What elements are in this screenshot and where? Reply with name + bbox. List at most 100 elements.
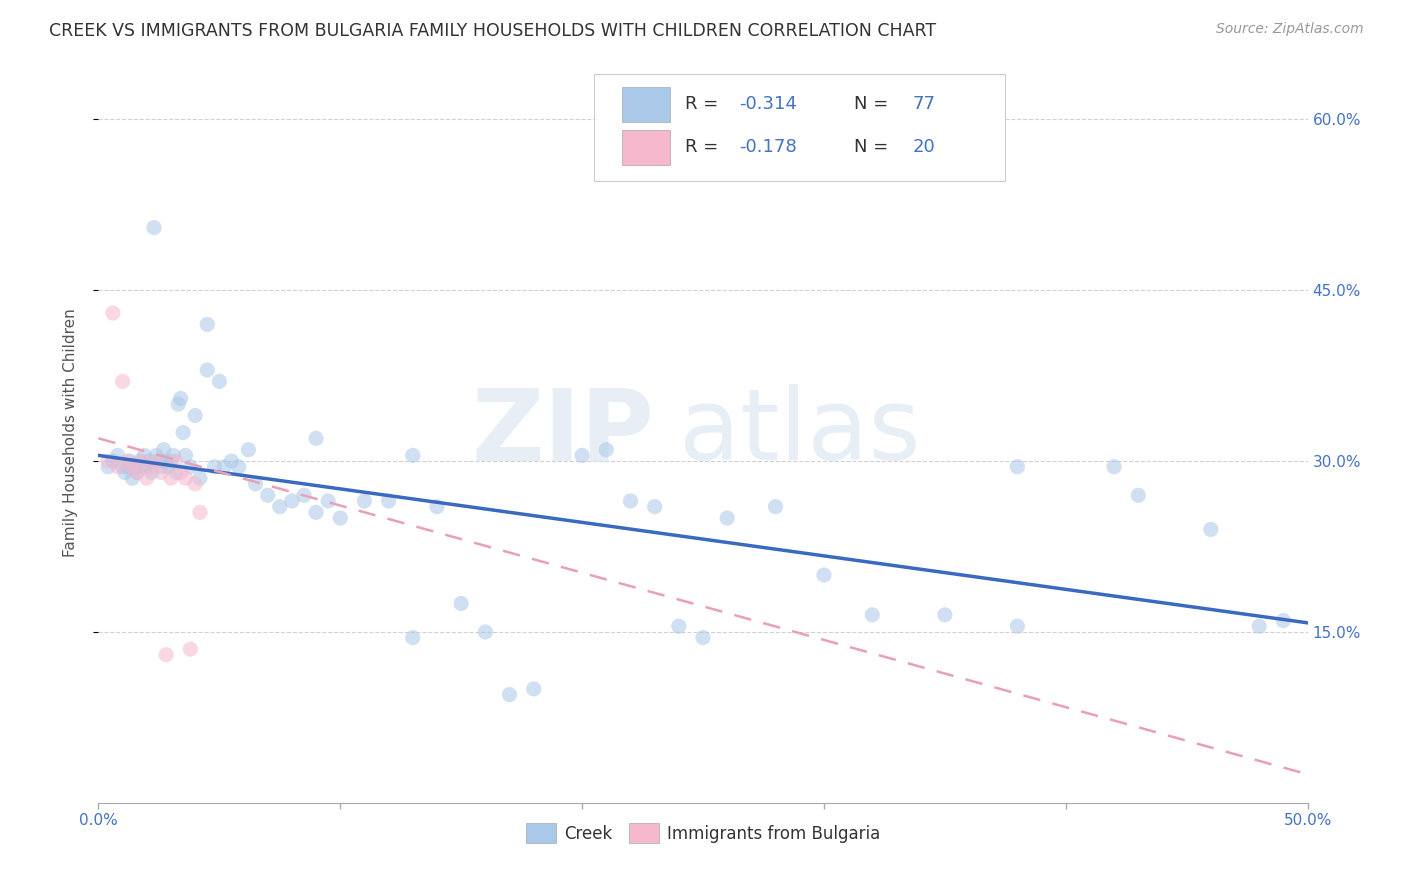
Point (523, 681, 546, 696)
Point (162, 449, 184, 463)
Text: -0.178: -0.178 (740, 138, 797, 156)
FancyBboxPatch shape (621, 129, 671, 165)
Point (329, 511, 352, 525)
Point (111, 375, 134, 389)
Point (150, 466, 173, 480)
Point (155, 454, 177, 468)
Point (281, 494, 304, 508)
Point (179, 642, 201, 657)
Legend: Creek, Immigrants from Bulgaria: Creek, Immigrants from Bulgaria (519, 816, 887, 850)
Point (118, 454, 141, 468)
Point (212, 459, 235, 474)
Point (101, 454, 124, 468)
Point (167, 397, 190, 411)
Text: R =: R = (685, 138, 718, 156)
Point (1199, 523, 1222, 537)
Point (1007, 619, 1029, 633)
Point (131, 459, 153, 474)
Point (107, 449, 129, 463)
Point (402, 631, 425, 645)
Point (124, 459, 146, 474)
Point (179, 459, 201, 474)
Point (145, 454, 167, 468)
Point (228, 459, 250, 474)
Point (101, 306, 124, 320)
Point (141, 466, 163, 480)
Point (353, 494, 375, 508)
Point (107, 459, 129, 474)
Point (134, 449, 156, 463)
Text: 20: 20 (912, 138, 935, 156)
Point (117, 459, 139, 474)
Point (1128, 488, 1150, 502)
Point (128, 454, 150, 468)
Point (571, 449, 593, 463)
Point (97, 459, 120, 474)
Point (195, 318, 218, 332)
Point (145, 449, 167, 463)
Point (204, 459, 226, 474)
Point (450, 597, 472, 611)
Point (644, 500, 666, 514)
Point (150, 459, 173, 474)
Point (692, 631, 714, 645)
FancyBboxPatch shape (595, 73, 1005, 181)
Text: N =: N = (855, 138, 889, 156)
Point (934, 607, 956, 622)
Point (1007, 459, 1029, 474)
Point (195, 363, 218, 377)
Point (765, 500, 787, 514)
Point (121, 459, 143, 474)
Point (174, 449, 197, 463)
Point (238, 442, 260, 457)
Point (131, 454, 153, 468)
Point (138, 454, 160, 468)
Point (716, 511, 738, 525)
Point (305, 431, 328, 445)
Point (188, 505, 211, 519)
Point (135, 459, 157, 474)
Point (160, 454, 183, 468)
Point (135, 471, 157, 485)
Point (305, 505, 328, 519)
Point (188, 471, 211, 485)
Point (152, 442, 174, 457)
Point (402, 449, 425, 463)
Point (143, 220, 166, 235)
Point (172, 425, 194, 440)
Text: -0.314: -0.314 (740, 95, 797, 113)
Text: ZIP: ZIP (472, 384, 655, 481)
Point (184, 476, 207, 491)
Text: 77: 77 (912, 95, 935, 113)
Point (121, 471, 143, 485)
Point (111, 459, 134, 474)
Point (184, 409, 207, 423)
Point (165, 454, 187, 468)
Point (221, 454, 243, 468)
Point (269, 500, 291, 514)
Point (157, 459, 180, 474)
Text: CREEK VS IMMIGRANTS FROM BULGARIA FAMILY HOUSEHOLDS WITH CHILDREN CORRELATION CH: CREEK VS IMMIGRANTS FROM BULGARIA FAMILY… (49, 22, 936, 40)
Point (595, 442, 617, 457)
Point (813, 568, 835, 582)
Point (474, 624, 496, 639)
Point (256, 488, 278, 502)
Point (148, 454, 170, 468)
Point (174, 471, 197, 485)
Point (1249, 619, 1271, 633)
Text: R =: R = (685, 95, 718, 113)
Point (498, 688, 520, 702)
Point (169, 466, 191, 480)
Point (1102, 459, 1125, 474)
Y-axis label: Family Households with Children: Family Households with Children (63, 309, 77, 557)
Point (208, 375, 231, 389)
Point (426, 500, 449, 514)
Point (245, 476, 267, 491)
Point (860, 607, 883, 622)
Point (160, 471, 183, 485)
Point (127, 466, 149, 480)
Text: atlas: atlas (679, 384, 921, 481)
Point (169, 392, 191, 406)
Text: Source: ZipAtlas.com: Source: ZipAtlas.com (1216, 22, 1364, 37)
Point (97, 454, 120, 468)
